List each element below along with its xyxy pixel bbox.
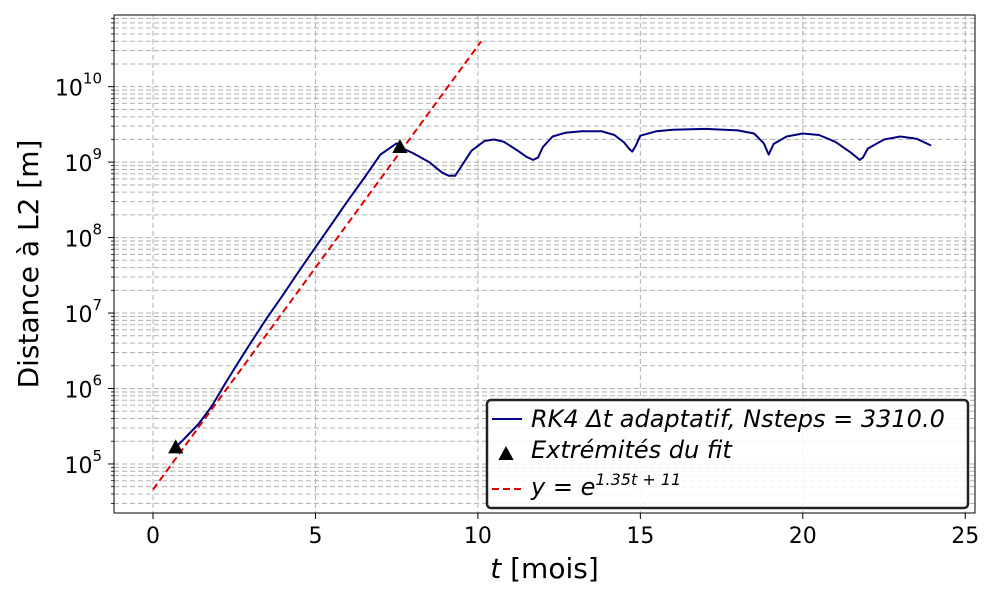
y-tick-label: 108 <box>64 221 102 253</box>
y-tick-exponent: 5 <box>92 447 102 465</box>
y-tick-exponent: 8 <box>92 221 102 239</box>
x-tick-label: 20 <box>789 524 817 549</box>
y-tick-base: 10 <box>64 379 92 404</box>
y-tick-base: 10 <box>64 228 92 253</box>
x-tick-label: 15 <box>626 524 654 549</box>
legend-entry-rk4: RK4 Δt adaptatif, Nsteps = 3310.0 <box>531 405 945 433</box>
x-axis-variable: t <box>490 552 502 585</box>
y-tick-label: 105 <box>64 447 102 479</box>
fit-endpoint-marker <box>392 139 408 154</box>
fit-endpoint-marker <box>168 439 184 454</box>
legend: RK4 Δt adaptatif, Nsteps = 3310.0 Extrém… <box>485 398 970 510</box>
y-tick-base: 10 <box>64 303 92 328</box>
x-axis-unit: [mois] <box>501 552 599 585</box>
y-tick-base: 10 <box>55 77 83 102</box>
y-tick-label: 109 <box>64 145 102 177</box>
y-axis-label: Distance à L2 [m] <box>12 140 45 389</box>
y-tick-label: 106 <box>64 372 102 404</box>
legend-fit-exponent: 1.35t + 11 <box>595 470 681 489</box>
plot-frame <box>113 14 976 514</box>
x-axis-label: t [mois] <box>490 552 599 585</box>
y-tick-exponent: 10 <box>83 70 102 88</box>
y-tick-base: 10 <box>64 152 92 177</box>
x-tick-label: 0 <box>146 524 160 549</box>
y-tick-exponent: 9 <box>92 145 102 163</box>
y-tick-base: 10 <box>64 454 92 479</box>
fit-line <box>152 40 482 491</box>
y-tick-exponent: 7 <box>92 296 102 314</box>
y-tick-label: 1010 <box>55 70 102 102</box>
y-tick-exponent: 6 <box>92 372 102 390</box>
grid-lines <box>114 15 975 513</box>
series-layer <box>152 40 932 491</box>
legend-swatch-fit-endpoints <box>498 446 514 460</box>
legend-entry-fit-line: y = e1.35t + 11 <box>530 470 681 501</box>
y-tick-label: 107 <box>64 296 102 328</box>
legend-box <box>485 398 970 510</box>
x-tick-label: 25 <box>951 524 979 549</box>
rk4-trajectory-line <box>174 127 932 449</box>
legend-entry-fit-endpoints: Extrémités du fit <box>531 436 733 464</box>
x-tick-label: 10 <box>464 524 492 549</box>
legend-fit-prefix: y = e <box>530 473 595 501</box>
x-tick-label: 5 <box>308 524 322 549</box>
